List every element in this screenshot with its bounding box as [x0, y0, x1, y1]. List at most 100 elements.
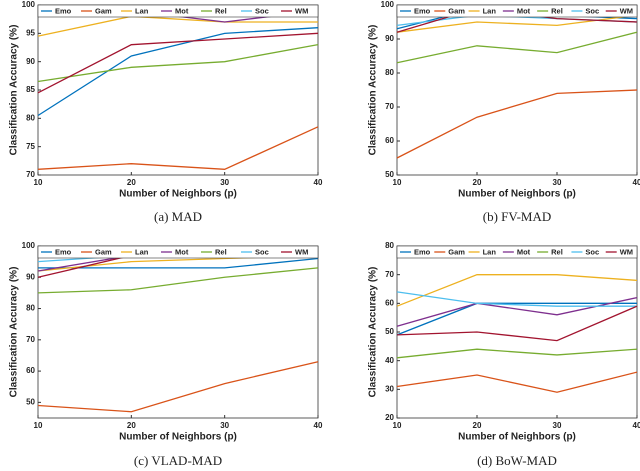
x-axis-label: Number of Neighbors (p): [458, 432, 576, 443]
series-line: [396, 371, 638, 393]
legend-label: WM: [620, 6, 633, 15]
series-line: [38, 257, 319, 269]
x-tick-label: 10: [34, 421, 43, 430]
x-axis-label: Number of Neighbors (p): [119, 189, 237, 200]
series-line: [37, 361, 319, 413]
x-axis-label: Number of Neighbors (p): [119, 432, 237, 443]
series-line: [396, 291, 637, 307]
plot-area: [37, 245, 319, 419]
legend-label: WM: [295, 6, 308, 15]
x-tick-label: 40: [314, 178, 323, 187]
series-line: [396, 305, 638, 342]
series-line: [396, 89, 638, 159]
x-tick-label: 20: [473, 178, 482, 187]
x-tick-label: 20: [127, 421, 136, 430]
series-line: [396, 348, 638, 359]
legend: [396, 245, 638, 259]
caption: (b) FV-MAD: [483, 209, 552, 224]
y-axis-label: Classification Accuracy (%): [9, 267, 20, 398]
plot-area: [396, 245, 638, 419]
legend: [396, 4, 638, 18]
series-line: [37, 32, 319, 94]
y-tick-label: 90: [26, 272, 35, 281]
y-tick-label: 30: [385, 384, 394, 393]
legend-label: Lan: [483, 247, 497, 256]
legend-label: Soc: [255, 247, 269, 256]
legend-label: Lan: [135, 6, 149, 15]
x-tick-label: 40: [633, 178, 640, 187]
subplot: 70 75 80 85 90 95 100 10 20 30 40 Emo Gam Lan Mot Rel So…: [9, 0, 323, 224]
series-line: [396, 31, 638, 64]
series-line: [37, 44, 319, 83]
x-tick-label: 10: [34, 178, 43, 187]
legend-label: Gam: [448, 247, 465, 256]
y-tick-label: 20: [385, 413, 394, 422]
y-tick-label: 70: [385, 270, 394, 279]
subplot: 50 60 70 80 90 100 10 20 30 40 Emo Gam Lan Mot Rel Soc W…: [368, 0, 640, 224]
legend-label: Lan: [483, 6, 497, 15]
y-tick-label: 100: [22, 0, 36, 9]
series-line: [37, 27, 319, 117]
x-tick-label: 40: [314, 421, 323, 430]
y-tick-label: 60: [385, 298, 394, 307]
legend-label: Emo: [414, 247, 431, 256]
legend-label: Rel: [215, 247, 227, 256]
legend-label: Mot: [517, 6, 531, 15]
y-tick-label: 90: [26, 57, 35, 66]
y-tick-label: 50: [26, 397, 35, 406]
legend-label: Emo: [414, 6, 431, 15]
legend: [37, 4, 319, 18]
x-tick-label: 20: [127, 178, 136, 187]
y-tick-label: 90: [385, 34, 394, 43]
x-tick-label: 30: [553, 178, 562, 187]
caption: (d) BoW-MAD: [477, 453, 557, 468]
legend-label: WM: [620, 247, 633, 256]
legend-label: Rel: [551, 6, 563, 15]
caption: (a) MAD: [154, 209, 202, 224]
y-tick-label: 70: [26, 335, 35, 344]
x-tick-label: 30: [220, 421, 229, 430]
y-axis-label: Classification Accuracy (%): [368, 25, 379, 156]
y-tick-label: 85: [26, 85, 35, 94]
y-tick-label: 70: [385, 102, 394, 111]
x-tick-label: 40: [633, 421, 640, 430]
y-tick-label: 60: [385, 136, 394, 145]
plot-area: [37, 4, 319, 176]
legend-label: Soc: [255, 6, 269, 15]
y-tick-label: 80: [26, 113, 35, 122]
y-tick-label: 80: [26, 304, 35, 313]
y-tick-label: 70: [26, 170, 35, 179]
x-tick-label: 10: [393, 421, 402, 430]
legend-label: Emo: [55, 247, 72, 256]
legend-label: WM: [295, 247, 308, 256]
caption: (c) VLAD-MAD: [134, 453, 222, 468]
series-line: [396, 302, 637, 336]
x-axis-label: Number of Neighbors (p): [458, 189, 576, 200]
legend-label: Mot: [175, 6, 189, 15]
y-tick-label: 80: [385, 68, 394, 77]
y-tick-label: 50: [385, 170, 394, 179]
legend-label: Gam: [95, 247, 112, 256]
legend-label: Gam: [95, 6, 112, 15]
legend-label: Mot: [517, 247, 531, 256]
plot-area: [396, 4, 638, 176]
x-tick-label: 30: [553, 421, 562, 430]
legend-label: Lan: [135, 247, 149, 256]
x-tick-label: 10: [393, 178, 402, 187]
y-tick-label: 80: [385, 241, 394, 250]
y-tick-label: 100: [22, 241, 36, 250]
legend: [37, 245, 319, 259]
y-axis-label: Classification Accuracy (%): [9, 25, 20, 156]
y-tick-label: 40: [385, 356, 394, 365]
legend-label: Emo: [55, 6, 72, 15]
legend-label: Rel: [551, 247, 563, 256]
series-line: [37, 126, 319, 170]
subplot: 50 60 70 80 90 100 10 20 30 40 Emo Gam Lan Mot Rel Soc W…: [9, 241, 323, 468]
y-tick-label: 50: [385, 327, 394, 336]
series-line: [37, 15, 318, 37]
y-tick-label: 75: [26, 142, 35, 151]
y-tick-label: 95: [26, 28, 35, 37]
x-tick-label: 30: [220, 178, 229, 187]
